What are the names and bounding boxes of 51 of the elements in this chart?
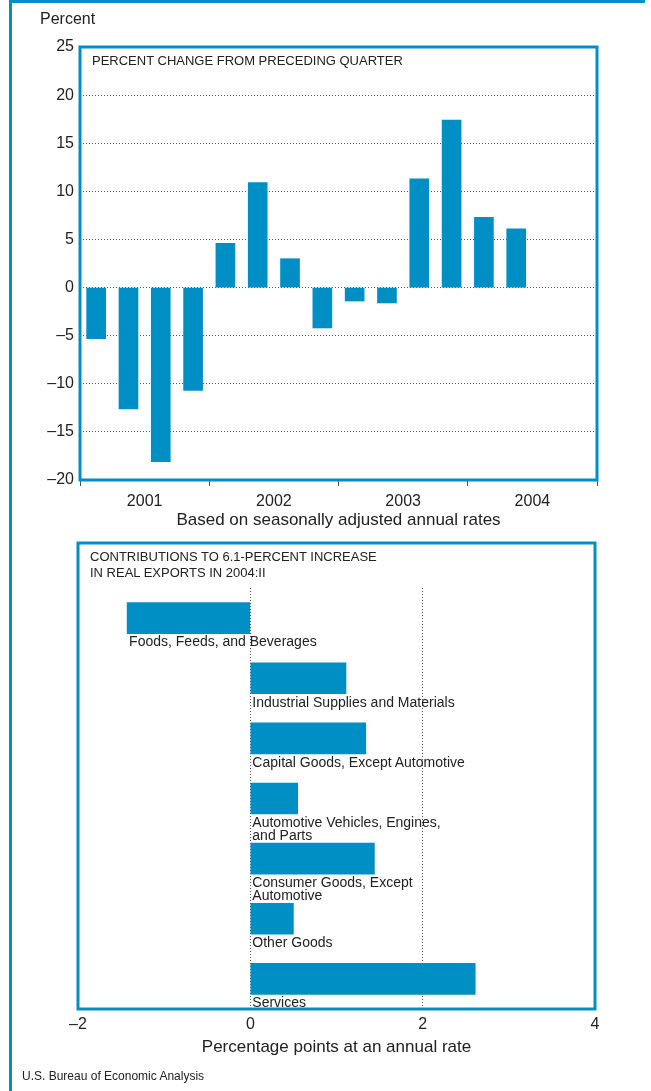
y-tick-label: Consumer Goods, Except Automotive — [252, 874, 413, 903]
y-tick-label: 5 — [65, 229, 75, 247]
x-tick-label: 2004 — [514, 492, 551, 510]
bar — [250, 842, 375, 875]
bar — [506, 228, 527, 288]
y-tick-label: –15 — [47, 422, 75, 440]
x-axis-title: Percentage points at an annual rate — [201, 1037, 472, 1057]
y-tick-label: 20 — [56, 85, 75, 103]
bar — [377, 287, 397, 304]
bar — [250, 902, 294, 935]
y-tick-label: –10 — [47, 374, 75, 392]
x-tick-label: 2002 — [256, 492, 292, 510]
y-tick-label: Capital Goods, Except Automotive — [252, 753, 465, 770]
bar — [280, 258, 300, 288]
bar — [474, 216, 494, 288]
text: PERCENT CHANGE FROM PRECEDING QUARTER — [92, 53, 403, 69]
bar — [250, 782, 299, 815]
y-tick-label: 10 — [56, 181, 75, 199]
bar — [126, 602, 251, 634]
y-tick-label: Foods, Feeds, and Beverages — [129, 633, 317, 650]
y-tick-label: Other Goods — [252, 934, 333, 951]
bar — [250, 963, 476, 995]
y-tick-label: –5 — [56, 326, 75, 344]
bar — [118, 287, 139, 410]
y-tick-label: Services — [252, 994, 307, 1011]
x-tick-label: 4 — [590, 1015, 600, 1033]
x-tick-label: 2003 — [385, 492, 422, 510]
bar — [215, 242, 236, 288]
x-tick-label: 2 — [418, 1015, 428, 1033]
bar — [183, 287, 203, 391]
text: U.S. Bureau of Economic Analysis — [22, 1069, 205, 1084]
y-tick-label: 15 — [56, 133, 75, 151]
bar — [344, 287, 365, 302]
y-tick-label: 25 — [56, 37, 75, 55]
bar — [250, 722, 367, 755]
y-tick-label: Industrial Supplies and Materials — [252, 693, 455, 710]
bar — [250, 662, 347, 695]
bar — [86, 287, 106, 339]
bar — [150, 287, 171, 463]
bar — [441, 119, 462, 288]
bar — [312, 287, 333, 329]
y-axis-title: Percent — [40, 10, 96, 28]
y-tick-label: Automotive Vehicles, Engines, and Parts — [252, 813, 441, 843]
x-axis-title: Based on seasonally adjusted annual rates — [176, 510, 501, 530]
y-tick-label: –20 — [47, 470, 75, 488]
chart-title: CONTRIBUTIONS TO 6.1-PERCENT INCREASE IN REAL EXPORTS IN 2004:II — [90, 549, 378, 581]
x-tick-label: 2001 — [126, 492, 163, 510]
y-tick-label: 0 — [65, 277, 75, 295]
bar — [247, 182, 268, 288]
x-tick-label: –2 — [69, 1015, 87, 1033]
bar — [409, 178, 430, 288]
